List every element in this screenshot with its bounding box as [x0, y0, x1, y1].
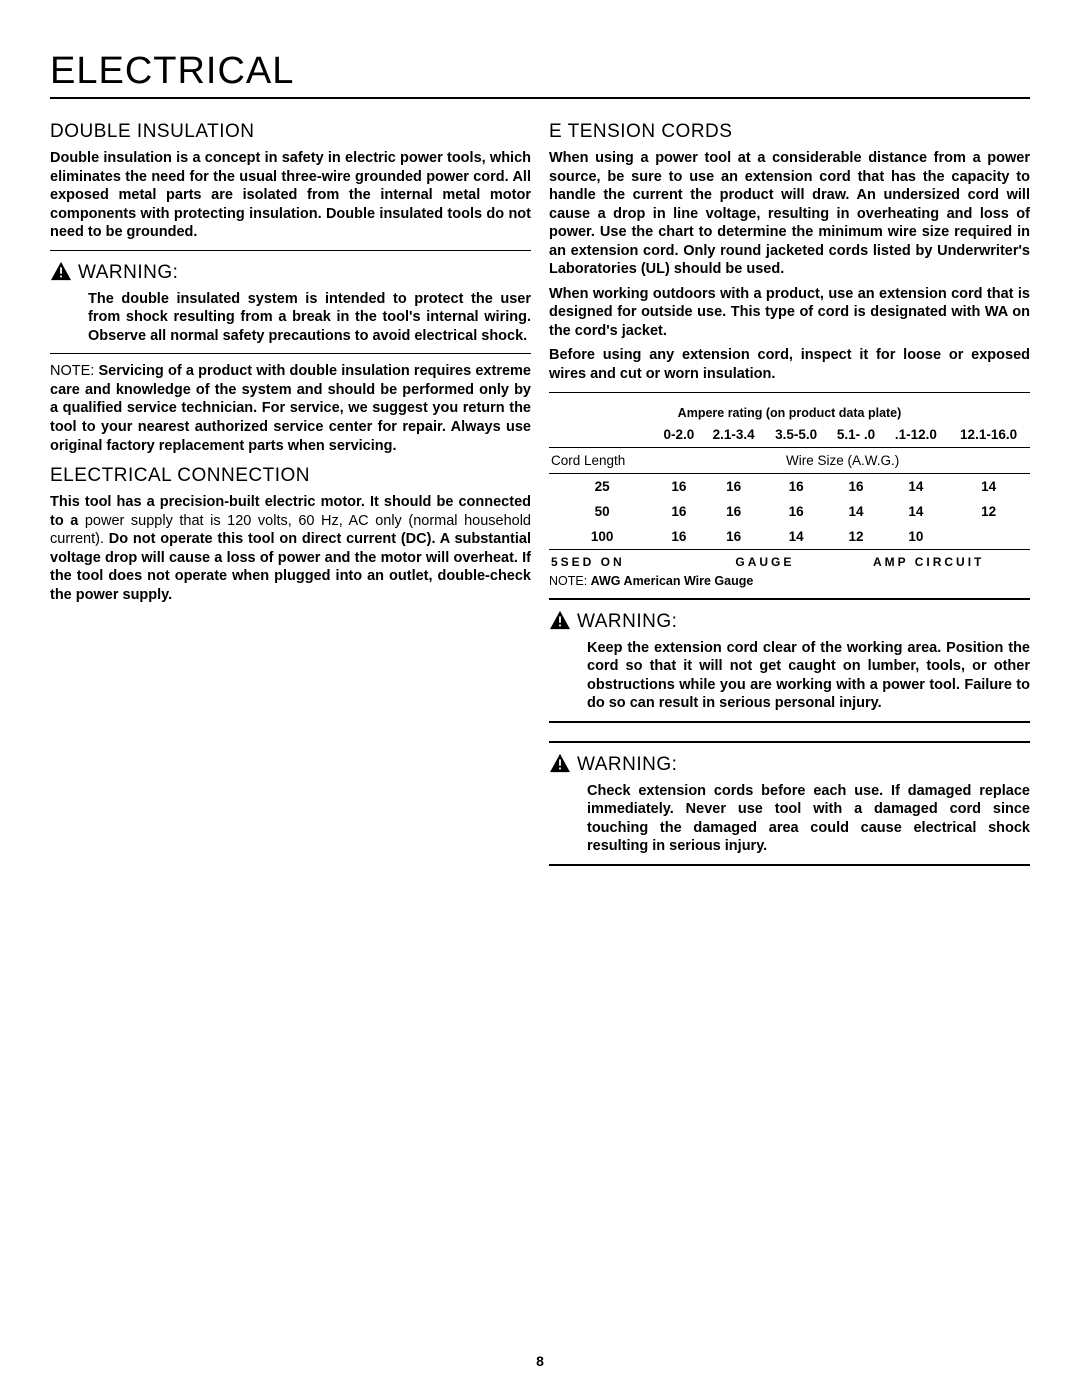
table-cell: 14	[947, 473, 1030, 499]
warning-2-text: Keep the extension cord clear of the wor…	[587, 639, 1030, 713]
table-cell: 16	[702, 499, 764, 524]
heading-electrical-connection: ELECTRICAL CONNECTION	[50, 465, 531, 487]
warning-icon	[549, 610, 571, 635]
col-header: .1-12.0	[885, 422, 947, 448]
left-column: DOUBLE INSULATION Double insulation is a…	[50, 121, 531, 874]
table-cell: 16	[765, 473, 827, 499]
page-number: 8	[536, 1353, 544, 1369]
cord-length-label: Cord Length	[549, 447, 655, 473]
table-cell: 14	[827, 499, 884, 524]
table-cell: 16	[702, 524, 764, 550]
warning-block-1: WARNING: The double insulated system is …	[50, 261, 531, 346]
right-column: E TENSION CORDS When using a power tool …	[549, 121, 1030, 874]
divider	[50, 250, 531, 251]
table-cell: 16	[655, 499, 702, 524]
warning-3-text: Check extension cords before each use. I…	[587, 782, 1030, 856]
wire-gauge-table: Ampere rating (on product data plate) 0-…	[549, 401, 1030, 574]
warning-block-3: WARNING: Check extension cords before ea…	[549, 753, 1030, 856]
table-cell	[947, 524, 1030, 550]
divider	[50, 353, 531, 354]
table-footer-a: 5SED ON	[549, 549, 702, 574]
table-cell: 14	[885, 499, 947, 524]
table-cell: 50	[549, 499, 655, 524]
awg-expansion: American Wire Gauge	[621, 574, 754, 588]
table-cell: 16	[655, 524, 702, 550]
table-cell: 10	[885, 524, 947, 550]
awg-abbrev: AWG	[591, 574, 621, 588]
divider	[549, 392, 1030, 393]
table-footer-b: GAUGE	[702, 549, 827, 574]
divider	[549, 721, 1030, 723]
table-footer-c: AMP CIRCUIT	[827, 549, 1030, 574]
awg-note: NOTE: AWG American Wire Gauge	[549, 574, 1030, 588]
divider	[549, 864, 1030, 866]
warning-label: WARNING:	[577, 611, 677, 633]
warning-icon	[549, 753, 571, 778]
col-header: 0-2.0	[655, 422, 702, 448]
warning-block-2: WARNING: Keep the extension cord clear o…	[549, 610, 1030, 713]
page-title: ELECTRICAL	[50, 50, 1030, 99]
divider	[549, 598, 1030, 600]
table-caption: Ampere rating (on product data plate)	[549, 401, 1030, 422]
note-body: Servicing of a product with double insul…	[50, 363, 531, 453]
col-header: 2.1-3.4	[702, 422, 764, 448]
note-servicing: NOTE: Servicing of a product with double…	[50, 362, 531, 455]
heading-double-insulation: DOUBLE INSULATION	[50, 121, 531, 143]
col-header: 3.5-5.0	[765, 422, 827, 448]
table-cell: 25	[549, 473, 655, 499]
divider	[549, 741, 1030, 743]
warning-label: WARNING:	[78, 262, 178, 284]
table-cell: 14	[765, 524, 827, 550]
table-cell: 12	[947, 499, 1030, 524]
col-header: 5.1- .0	[827, 422, 884, 448]
paragraph-extension-2: When working outdoors with a product, us…	[549, 285, 1030, 341]
table-cell: 16	[702, 473, 764, 499]
warning-icon	[50, 261, 72, 286]
awg-note-prefix: NOTE:	[549, 574, 591, 588]
table-cell: 16	[827, 473, 884, 499]
paragraph-electrical-connection: This tool has a precision-built electric…	[50, 493, 531, 604]
table-cell: 16	[765, 499, 827, 524]
table-cell: 14	[885, 473, 947, 499]
col-header: 12.1-16.0	[947, 422, 1030, 448]
ec-part-c: Do not operate this tool on direct curre…	[50, 531, 531, 603]
note-prefix: NOTE:	[50, 363, 99, 379]
heading-extension-cords: E TENSION CORDS	[549, 121, 1030, 143]
warning-1-text: The double insulated system is intended …	[88, 290, 531, 346]
paragraph-extension-3: Before using any extension cord, inspect…	[549, 346, 1030, 383]
wire-size-label: Wire Size (A.W.G.)	[655, 447, 1030, 473]
warning-label: WARNING:	[577, 754, 677, 776]
paragraph-double-insulation: Double insulation is a concept in safety…	[50, 149, 531, 242]
two-column-layout: DOUBLE INSULATION Double insulation is a…	[50, 121, 1030, 874]
table-cell: 12	[827, 524, 884, 550]
table-cell: 16	[655, 473, 702, 499]
paragraph-extension-1: When using a power tool at a considerabl…	[549, 149, 1030, 279]
table-cell: 100	[549, 524, 655, 550]
